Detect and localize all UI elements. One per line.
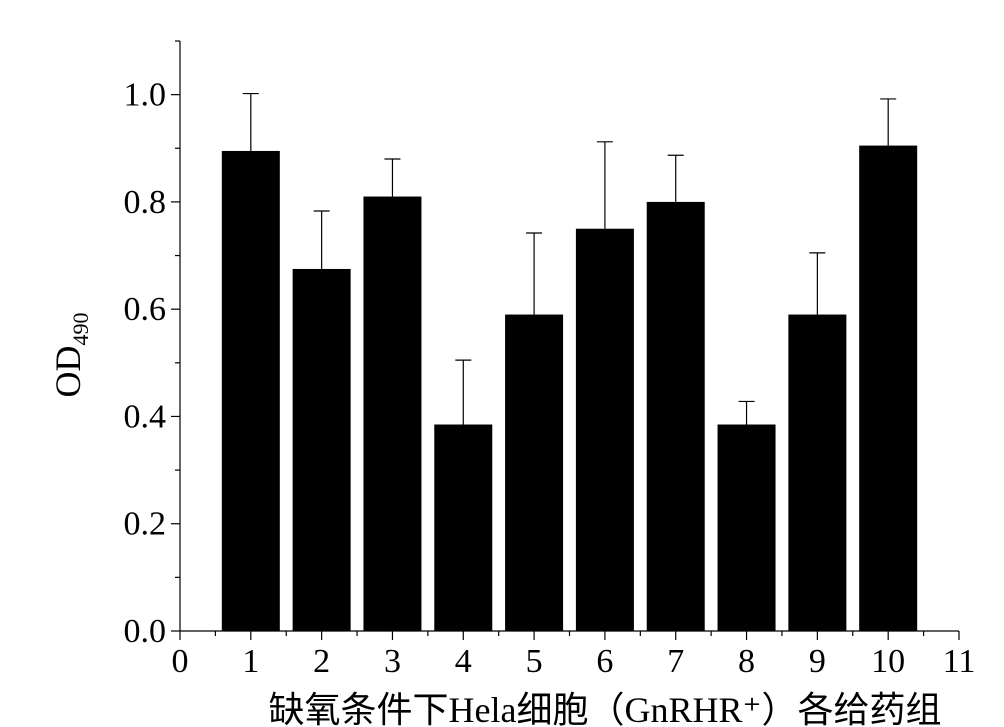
y-tick-label: 1.0 (124, 77, 167, 114)
bar-2 (292, 268, 351, 631)
x-tick-label: 0 (172, 643, 189, 680)
error-bars-group (242, 92, 897, 425)
y-axis-label-subscript: 490 (68, 313, 93, 346)
bar-10 (859, 145, 918, 631)
bar-9 (788, 314, 847, 631)
x-tick-label: 5 (526, 643, 543, 680)
y-tick-label: 0.4 (124, 398, 167, 435)
y-axis-label: OD (48, 346, 88, 398)
x-tick-label: 7 (667, 643, 684, 680)
bar-5 (505, 314, 564, 631)
bar-8 (717, 424, 776, 631)
x-axis-label: 缺氧条件下Hela细胞（GnRHR⁺）各给药组 (269, 690, 942, 727)
y-tick-label: 0.2 (124, 506, 167, 543)
bars-group (221, 145, 918, 632)
bar-7 (646, 201, 705, 631)
y-tick-label: 0.6 (124, 291, 167, 328)
y-axis-label-group: OD490 (48, 313, 93, 398)
x-tick-label: 4 (455, 643, 472, 680)
x-tick-label: 6 (596, 643, 613, 680)
x-tick-label: 10 (871, 643, 905, 680)
x-tick-label: 1 (242, 643, 259, 680)
y-tick-label: 0.0 (124, 613, 167, 650)
x-tick-label: 8 (738, 643, 755, 680)
x-tick-label: 2 (313, 643, 330, 680)
axes-group (171, 40, 960, 640)
tick-labels-group: 0.0 0.2 0.4 0.6 0.8 1.0 0 1 2 3 4 5 6 7 8 9 10 11 (124, 77, 976, 680)
y-tick-label: 0.8 (124, 184, 167, 221)
x-tick-label: 3 (384, 643, 401, 680)
x-tick-label: 9 (809, 643, 826, 680)
bar-3 (363, 196, 422, 631)
bar-4 (434, 424, 493, 631)
x-tick-label: 11 (943, 643, 976, 680)
bar-6 (575, 228, 634, 631)
svg-text:OD490: OD490 (48, 313, 93, 398)
bar-1 (221, 150, 280, 632)
